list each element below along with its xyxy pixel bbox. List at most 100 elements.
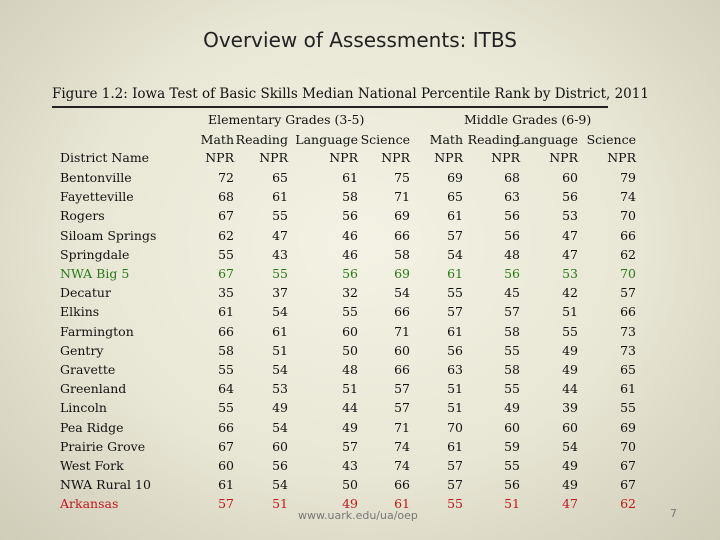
table-cell: 50 <box>342 342 358 358</box>
middle-group-title: Middle Grades (6-9) <box>464 112 592 127</box>
npr-header: NPR <box>607 150 636 165</box>
table-cell: 51 <box>272 342 288 358</box>
table-cell: 62 <box>620 496 636 512</box>
district-name: Fayetteville <box>60 189 134 205</box>
table-cell: 56 <box>504 477 520 493</box>
table-cell: 48 <box>504 246 520 262</box>
table-cell: 61 <box>272 323 288 339</box>
table-cell: 43 <box>272 246 288 262</box>
table-cell: 75 <box>394 170 410 185</box>
table-cell: 66 <box>394 227 410 243</box>
table-cell: 69 <box>394 266 410 281</box>
district-name: Lincoln <box>60 400 107 416</box>
table-cell: 60 <box>562 170 578 185</box>
npr-header: NPR <box>381 150 410 165</box>
table-cell: 55 <box>218 362 234 377</box>
table-cell: 58 <box>342 189 358 205</box>
elementary-group-title: Elementary Grades (3-5) <box>208 112 365 127</box>
table-cell: 44 <box>562 381 578 397</box>
subject-header-science: Science <box>586 132 636 147</box>
table-cell: 42 <box>562 285 578 301</box>
table-cell: 37 <box>272 285 288 301</box>
table-cell: 62 <box>620 246 636 262</box>
table-cell: 56 <box>504 227 520 243</box>
table-cell: 60 <box>218 458 234 473</box>
district-name: Greenland <box>60 381 127 397</box>
table-cell: 32 <box>342 285 358 301</box>
district-name: Gentry <box>60 342 104 358</box>
table-cell: 66 <box>394 304 410 320</box>
table-row: Siloam Springs 62 47 46 66 57 56 47 66 <box>0 228 720 247</box>
table-cell: 57 <box>447 304 463 320</box>
table-cell: 53 <box>562 208 578 224</box>
table-cell: 73 <box>620 342 636 358</box>
table-cell: 49 <box>562 342 578 358</box>
table-cell: 66 <box>394 477 410 493</box>
table-cell: 61 <box>620 381 636 397</box>
table-cell: 51 <box>504 496 520 512</box>
table-cell: 65 <box>272 170 288 185</box>
table-cell: 66 <box>218 323 234 339</box>
table-cell: 48 <box>342 362 358 377</box>
table-cell: 61 <box>447 323 463 339</box>
table-cell: 54 <box>272 477 288 493</box>
footer-url: www.uark.edu/ua/oep <box>298 509 418 522</box>
table-cell: 67 <box>620 458 636 473</box>
table-cell: 53 <box>562 266 578 281</box>
npr-header: NPR <box>549 150 578 165</box>
table-row: Decatur 35 37 32 54 55 45 42 57 <box>0 285 720 304</box>
caption-divider <box>52 106 608 108</box>
table-cell: 67 <box>218 438 234 454</box>
table-cell: 72 <box>218 170 234 185</box>
table-row: Gravette 55 54 48 66 63 58 49 65 <box>0 362 720 381</box>
table-cell: 50 <box>342 477 358 493</box>
table-cell: 51 <box>342 381 358 397</box>
table-cell: 71 <box>394 189 410 205</box>
subject-header-math: Math <box>429 132 463 147</box>
table-cell: 55 <box>218 400 234 416</box>
npr-header: NPR <box>491 150 520 165</box>
table-cell: 74 <box>394 438 410 454</box>
table-row: NWA Rural 10 61 54 50 66 57 56 49 67 <box>0 477 720 496</box>
table-cell: 51 <box>447 400 463 416</box>
table-cell: 49 <box>342 496 358 512</box>
table-cell: 60 <box>394 342 410 358</box>
district-name: Pea Ridge <box>60 419 124 435</box>
table-cell: 56 <box>342 208 358 224</box>
subject-header-math: Math <box>200 132 234 147</box>
table-cell: 55 <box>447 496 463 512</box>
table-cell: 60 <box>562 419 578 435</box>
table-cell: 61 <box>394 496 410 512</box>
district-name: Rogers <box>60 208 105 224</box>
table-cell: 47 <box>562 246 578 262</box>
table-cell: 51 <box>562 304 578 320</box>
table-cell: 47 <box>562 227 578 243</box>
table-cell: 60 <box>342 323 358 339</box>
table-cell: 61 <box>272 189 288 205</box>
table-cell: 69 <box>447 170 463 185</box>
table-row: Greenland 64 53 51 57 51 55 44 61 <box>0 381 720 400</box>
table-cell: 58 <box>504 362 520 377</box>
table-cell: 57 <box>394 400 410 416</box>
table-cell: 55 <box>447 285 463 301</box>
page-number: 7 <box>670 507 677 520</box>
table-cell: 54 <box>272 419 288 435</box>
table-cell: 35 <box>218 285 234 301</box>
table-cell: 73 <box>620 323 636 339</box>
table-cell: 70 <box>620 438 636 454</box>
table-cell: 43 <box>342 458 358 473</box>
table-cell: 56 <box>342 266 358 281</box>
figure-caption: Figure 1.2: Iowa Test of Basic Skills Me… <box>52 86 649 102</box>
npr-header: NPR <box>434 150 463 165</box>
table-cell: 57 <box>447 227 463 243</box>
table-cell: 64 <box>218 381 234 397</box>
table-cell: 54 <box>272 304 288 320</box>
district-name: West Fork <box>60 458 124 473</box>
table-cell: 54 <box>272 362 288 377</box>
table-row: Fayetteville 68 61 58 71 65 63 56 74 <box>0 189 720 208</box>
table-cell: 60 <box>504 419 520 435</box>
table-cell: 57 <box>394 381 410 397</box>
table-cell: 47 <box>562 496 578 512</box>
district-name: NWA Big 5 <box>60 266 130 281</box>
